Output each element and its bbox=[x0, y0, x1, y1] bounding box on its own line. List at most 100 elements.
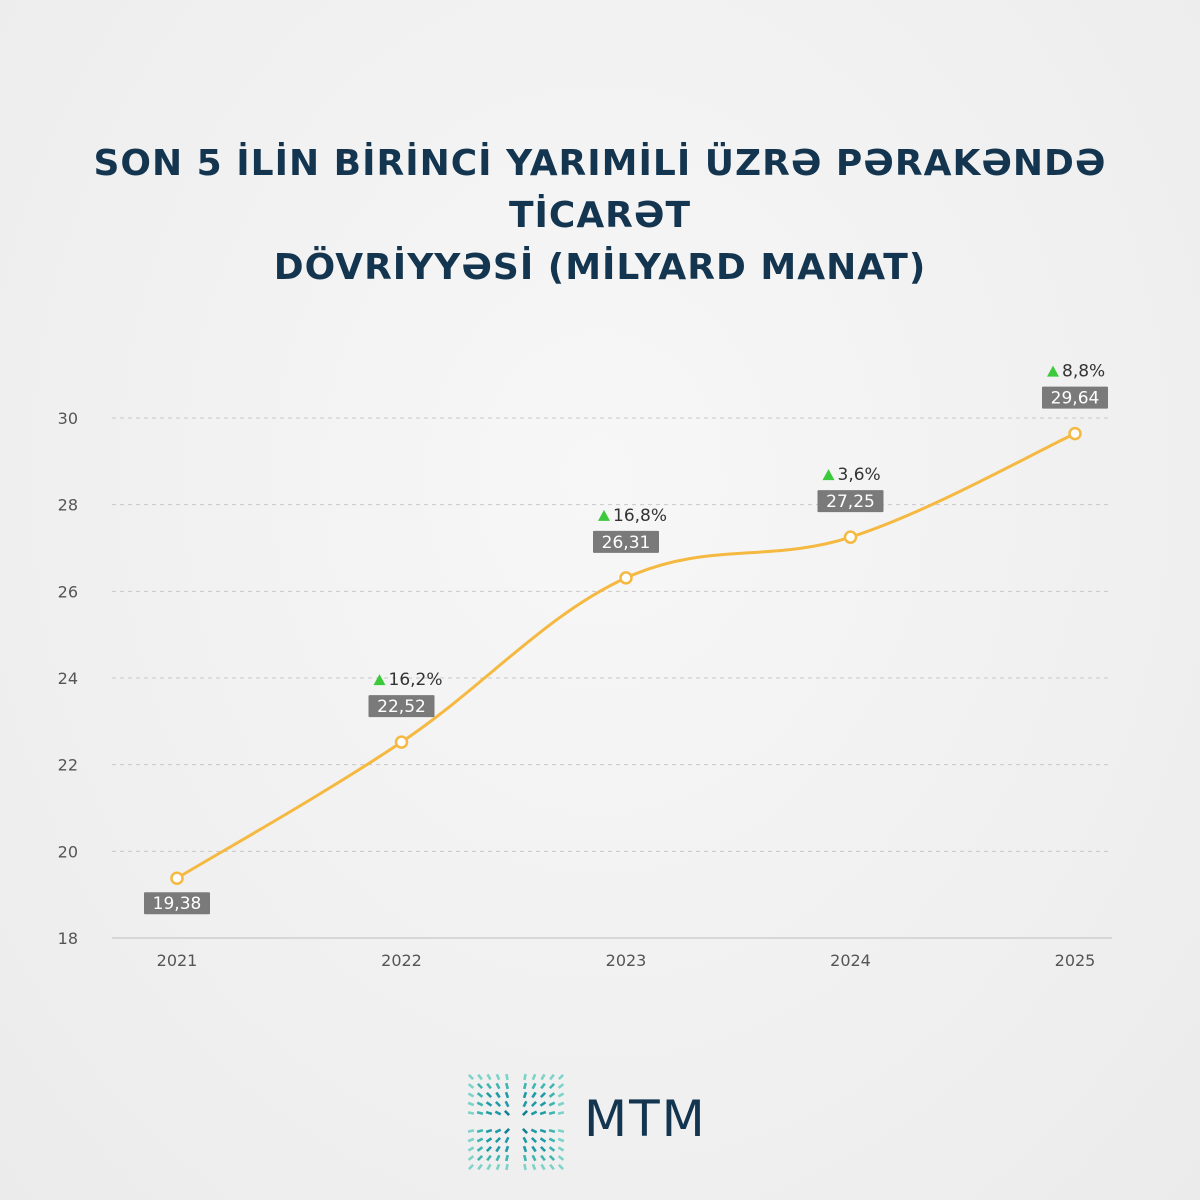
logo-tile bbox=[531, 1163, 537, 1171]
value-label-box bbox=[368, 695, 435, 718]
logo-tile bbox=[540, 1154, 546, 1162]
growth-label: 16,8% bbox=[613, 506, 667, 526]
logo-tile bbox=[530, 1136, 538, 1144]
logo-tile bbox=[494, 1110, 502, 1116]
logo-tile bbox=[557, 1083, 565, 1089]
logo-tile bbox=[557, 1155, 565, 1161]
logo-tile bbox=[467, 1073, 475, 1081]
logo-tile bbox=[467, 1092, 475, 1098]
logo-tile bbox=[503, 1109, 511, 1117]
growth-up-arrow-icon bbox=[598, 509, 610, 521]
logo-tile bbox=[523, 1154, 527, 1162]
logo-tile bbox=[548, 1082, 556, 1090]
logo-tile bbox=[467, 1163, 475, 1171]
logo-tile bbox=[495, 1082, 501, 1090]
logo-tile bbox=[548, 1101, 556, 1107]
logo-tile bbox=[540, 1163, 546, 1171]
logo-tile bbox=[485, 1128, 493, 1134]
growth-up-arrow-icon bbox=[822, 469, 835, 481]
title-line-2: DÖVRİYYƏSİ (MİLYARD MANAT) bbox=[273, 247, 927, 288]
data-labels: 19,38 22,52 16,2% 26,31 16,8% 27,25 3,6% 29,64 8… bbox=[144, 362, 1108, 915]
logo-tile bbox=[548, 1137, 556, 1143]
y-tick-label: 26 bbox=[58, 582, 78, 601]
logo-tile bbox=[495, 1073, 501, 1081]
logo-tile bbox=[539, 1137, 547, 1143]
logo-tile bbox=[539, 1091, 547, 1099]
logo-tile bbox=[557, 1101, 565, 1107]
logo-tile bbox=[523, 1082, 527, 1090]
logo-tile bbox=[504, 1100, 510, 1108]
logo-tile bbox=[539, 1145, 547, 1153]
logo-tile bbox=[557, 1146, 565, 1152]
data-point bbox=[843, 530, 858, 544]
logo-tile bbox=[505, 1082, 509, 1090]
logo-tile bbox=[476, 1129, 484, 1133]
data-points bbox=[170, 426, 1082, 885]
x-tick-label: 2023 bbox=[606, 951, 647, 970]
logo-tile bbox=[486, 1073, 492, 1081]
title-line-1: SON 5 İLİN BİRİNCİ YARIMİLİ ÜZRƏ PƏRAKƏN… bbox=[93, 143, 1107, 236]
logo-tile bbox=[476, 1111, 484, 1115]
logo-tile bbox=[477, 1073, 483, 1081]
logo-tile bbox=[530, 1110, 538, 1116]
y-tick-label: 22 bbox=[58, 756, 78, 775]
logo-tile bbox=[540, 1082, 546, 1090]
logo-tile bbox=[548, 1111, 556, 1115]
logo-tile bbox=[548, 1092, 556, 1098]
value-label-box bbox=[817, 490, 884, 513]
value-label: 29,64 bbox=[1051, 389, 1100, 409]
logo-tile bbox=[521, 1127, 529, 1135]
value-label: 19,38 bbox=[153, 894, 202, 914]
logo-tile bbox=[522, 1136, 528, 1144]
logo-tile bbox=[557, 1111, 565, 1115]
logo-tile bbox=[521, 1109, 529, 1117]
logo-tile bbox=[476, 1092, 484, 1098]
logo-tile bbox=[539, 1110, 547, 1116]
mtm-logo-icon bbox=[467, 1073, 565, 1171]
logo-tile bbox=[477, 1163, 483, 1171]
logo-tile bbox=[530, 1100, 538, 1108]
logo-text: MTM bbox=[584, 1090, 707, 1148]
logo-tile bbox=[540, 1073, 546, 1081]
logo-tile bbox=[504, 1145, 510, 1153]
logo-tile bbox=[476, 1137, 484, 1143]
logo-tile bbox=[495, 1145, 501, 1153]
logo-tile bbox=[522, 1145, 528, 1153]
logo-tile bbox=[523, 1163, 527, 1171]
logo-tile bbox=[549, 1073, 555, 1081]
logo-tile bbox=[486, 1154, 492, 1162]
logo-tile bbox=[485, 1145, 493, 1153]
logo-tile bbox=[539, 1128, 547, 1134]
logo-tile bbox=[476, 1146, 484, 1152]
logo-tile bbox=[504, 1136, 510, 1144]
logo-tile bbox=[557, 1163, 565, 1171]
logo-tile bbox=[467, 1146, 475, 1152]
logo-tile bbox=[494, 1100, 502, 1108]
mtm-logo: MTM bbox=[466, 1072, 736, 1172]
data-point bbox=[619, 571, 633, 585]
logo-tile bbox=[495, 1154, 501, 1162]
chart-title: SON 5 İLİN BİRİNCİ YARIMİLİ ÜZRƏ PƏRAKƏN… bbox=[40, 138, 1160, 294]
x-tick-label: 2024 bbox=[830, 951, 871, 970]
growth-label: 8,8% bbox=[1062, 362, 1105, 382]
logo-tile bbox=[531, 1145, 537, 1153]
logo-tile bbox=[531, 1073, 537, 1081]
logo-tile bbox=[557, 1092, 565, 1098]
logo-tile bbox=[467, 1083, 475, 1089]
series-line bbox=[176, 432, 1076, 880]
logo-tile bbox=[467, 1129, 475, 1133]
y-tick-label: 30 bbox=[58, 409, 78, 428]
logo-tile bbox=[503, 1127, 511, 1135]
logo-tile bbox=[467, 1137, 475, 1143]
logo-tile bbox=[505, 1073, 509, 1081]
logo-tile bbox=[476, 1082, 484, 1090]
y-tick-label: 18 bbox=[58, 929, 78, 948]
logo-tile bbox=[531, 1154, 537, 1162]
logo-tile bbox=[557, 1073, 565, 1081]
logo-tile bbox=[522, 1091, 528, 1099]
logo-tile bbox=[485, 1101, 493, 1107]
logo-tile bbox=[539, 1101, 547, 1107]
logo-tile bbox=[522, 1100, 528, 1108]
logo-tile bbox=[486, 1082, 492, 1090]
